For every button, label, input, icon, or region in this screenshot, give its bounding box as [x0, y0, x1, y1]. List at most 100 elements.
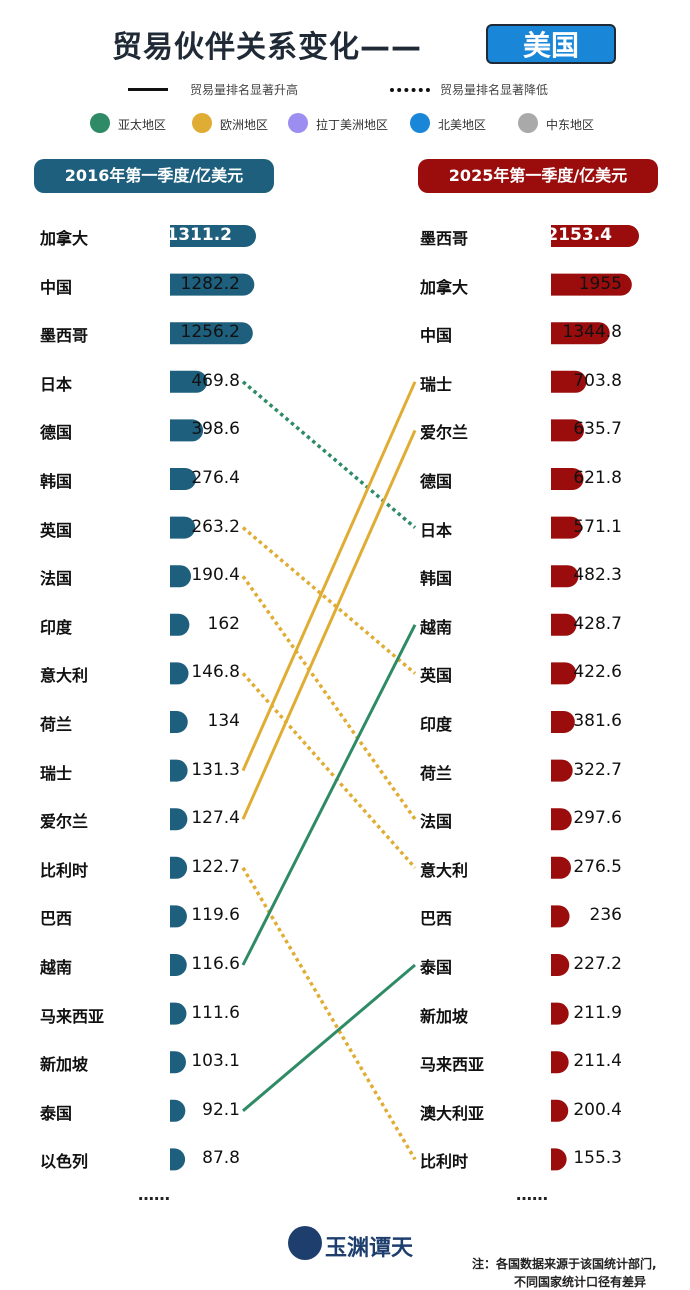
key-rise-label: 贸易量排名显著升高 [190, 83, 299, 97]
left-value-label: 276.4 [191, 468, 240, 488]
right-bar [551, 711, 575, 733]
left-country-label: 泰国 [40, 1103, 73, 1123]
rank-fall-connector [241, 866, 417, 1161]
key-fall-label: 贸易量排名显著降低 [440, 83, 549, 97]
right-country-label: 墨西哥 [420, 229, 469, 248]
left-value-label: 111.6 [191, 1002, 240, 1023]
right-value-label: 200.4 [573, 1099, 622, 1120]
right-country-label: 荷兰 [420, 763, 453, 783]
legend-label: 亚太地区 [118, 118, 167, 132]
right-value-label: 635.7 [573, 419, 622, 440]
left-more: …… [138, 1185, 170, 1204]
left-country-label: 爱尔兰 [40, 812, 89, 832]
right-bar [551, 322, 610, 345]
right-country-label: 日本 [420, 520, 453, 540]
left-value-label: 1256.2 [180, 322, 240, 343]
left-bar [170, 419, 204, 442]
right-bar [551, 905, 570, 928]
legend-dot-icon [518, 113, 538, 133]
key-solid-line [128, 88, 168, 91]
left-value-label: 190.4 [191, 565, 240, 586]
legend-dot-icon [288, 113, 308, 133]
left-country-label: 意大利 [40, 666, 89, 686]
right-bar [551, 856, 572, 879]
right-value-label: 211.4 [573, 1051, 622, 1072]
rank-rise-connector [241, 381, 417, 772]
right-value-label: 276.5 [573, 856, 622, 877]
left-value-label: 87.8 [202, 1148, 240, 1169]
left-bar [170, 905, 187, 928]
right-bar [551, 273, 632, 296]
legend-label: 中东地区 [546, 118, 595, 132]
right-bar [551, 225, 639, 247]
left-value-label: 146.8 [191, 662, 240, 683]
right-bar [551, 565, 579, 588]
right-country-label: 越南 [420, 617, 453, 637]
left-bar [170, 225, 256, 247]
left-country-label: 法国 [40, 569, 73, 589]
right-bar [551, 1099, 569, 1122]
right-bar [551, 370, 587, 393]
right-value-label: 703.8 [573, 370, 622, 391]
rank-rise-connector [242, 963, 416, 1112]
right-country-label: 德国 [420, 472, 453, 491]
left-value-label: 1311.2 [166, 225, 232, 245]
left-bar [170, 1002, 187, 1025]
page-title: 贸易伙伴关系变化—— [112, 30, 422, 65]
left-country-label: 马来西亚 [40, 1006, 105, 1026]
left-country-label: 巴西 [40, 909, 73, 929]
left-country-label: 中国 [40, 277, 73, 297]
right-country-label: 马来西亚 [420, 1055, 485, 1075]
right-value-label: 571.1 [573, 516, 622, 537]
left-value-label: 131.3 [191, 759, 240, 780]
left-country-label: 韩国 [40, 472, 73, 491]
left-country-label: 墨西哥 [40, 326, 89, 346]
right-bar [551, 468, 584, 490]
left-country-label: 比利时 [40, 860, 89, 880]
left-country-label: 日本 [40, 374, 73, 394]
right-value-label: 236 [589, 905, 622, 926]
left-value-label: 162 [207, 613, 240, 634]
left-value-label: 103.1 [191, 1051, 240, 1072]
legend-item: 拉丁美洲地区 [288, 113, 388, 133]
left-country-label: 瑞士 [40, 763, 73, 783]
legend-dot-icon [90, 113, 110, 133]
right-country-label: 泰国 [420, 958, 453, 977]
left-bar [170, 808, 188, 831]
legend-label: 欧洲地区 [220, 118, 269, 132]
left-country-label: 以色列 [40, 1152, 89, 1172]
right-country-label: 澳大利亚 [420, 1103, 485, 1123]
right-country-label: 瑞士 [420, 374, 453, 394]
right-more: …… [516, 1185, 548, 1204]
right-country-label: 印度 [420, 715, 453, 734]
right-bar [551, 419, 585, 442]
left-bar [170, 1148, 186, 1171]
right-bar [551, 516, 582, 539]
legend-item: 北美地区 [410, 113, 487, 133]
right-country-label: 意大利 [420, 860, 469, 880]
left-value-label: 469.8 [191, 370, 240, 391]
left-value-label: 92.1 [202, 1099, 240, 1120]
right-country-label: 法国 [420, 812, 453, 832]
left-country-label: 加拿大 [40, 229, 89, 248]
right-value-label: 381.6 [573, 711, 622, 731]
left-value-label: 122.7 [191, 856, 240, 877]
left-bar [170, 954, 187, 976]
left-value-label: 127.4 [191, 808, 240, 829]
left-value-label: 116.6 [191, 954, 240, 974]
right-value-label: 227.2 [573, 954, 622, 974]
right-value-label: 2153.4 [546, 225, 612, 245]
left-country-label: 英国 [40, 520, 73, 540]
right-bar [551, 808, 572, 831]
right-value-label: 297.6 [573, 808, 622, 829]
right-value-label: 211.9 [573, 1002, 622, 1023]
legend-item: 欧洲地区 [192, 113, 269, 133]
left-bar [170, 856, 188, 879]
right-value-label: 621.8 [573, 468, 622, 488]
left-value-label: 263.2 [191, 516, 240, 537]
legend-label: 北美地区 [438, 118, 487, 132]
right-header: 2025年第一季度/亿美元 [418, 159, 658, 193]
legend-dot-icon [192, 113, 212, 133]
